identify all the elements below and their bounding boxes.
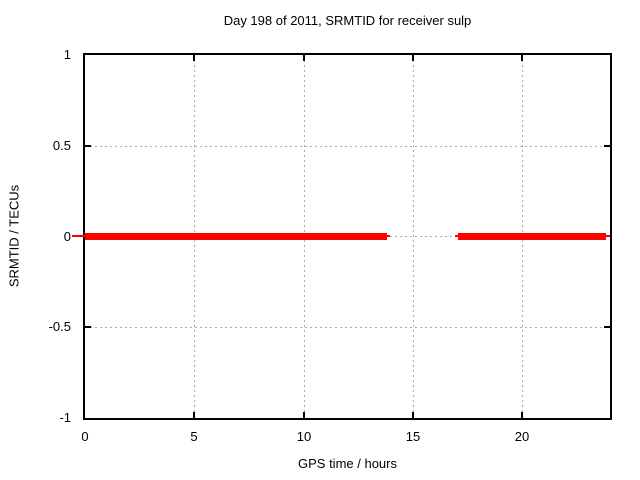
- x-tick-label-15: 15: [405, 429, 421, 444]
- gridline-y0p5: [85, 146, 610, 147]
- y-tick-label-1: 1: [63, 47, 71, 62]
- tick-top-x15: [412, 55, 414, 61]
- tick-bottom-x20: [521, 412, 523, 418]
- gridline-ym0p5: [85, 327, 610, 328]
- y-axis-label: SRMTID / TECUs: [6, 184, 22, 288]
- tick-right-ym0p5: [604, 326, 610, 328]
- x-axis-label: GPS time / hours: [298, 456, 397, 471]
- tick-left-ym0p5: [85, 326, 91, 328]
- x-tick-label-10: 10: [296, 429, 312, 444]
- y-tick-label-m0p5: -0.5: [48, 319, 71, 334]
- tick-top-x20: [521, 55, 523, 61]
- tick-left-y0p5: [85, 145, 91, 147]
- x-tick-label-20: 20: [514, 429, 530, 444]
- tick-right-y0p5: [604, 145, 610, 147]
- tick-top-x10: [303, 55, 305, 61]
- series-segment: [85, 233, 387, 240]
- tick-bottom-x15: [412, 412, 414, 418]
- chart-title: Day 198 of 2011, SRMTID for receiver sul…: [223, 13, 472, 28]
- plot-area: [72, 53, 612, 420]
- tick-top-x5: [193, 55, 195, 61]
- tick-bottom-x10: [303, 412, 305, 418]
- x-tick-label-0: 0: [81, 429, 89, 444]
- y-tick-label-0: 0: [63, 229, 71, 244]
- tick-bottom-x5: [193, 412, 195, 418]
- y-tick-label-0p5: 0.5: [52, 138, 71, 153]
- x-tick-label-5: 5: [190, 429, 198, 444]
- series-segment: [457, 233, 606, 240]
- y-tick-label-m1: -1: [59, 410, 71, 425]
